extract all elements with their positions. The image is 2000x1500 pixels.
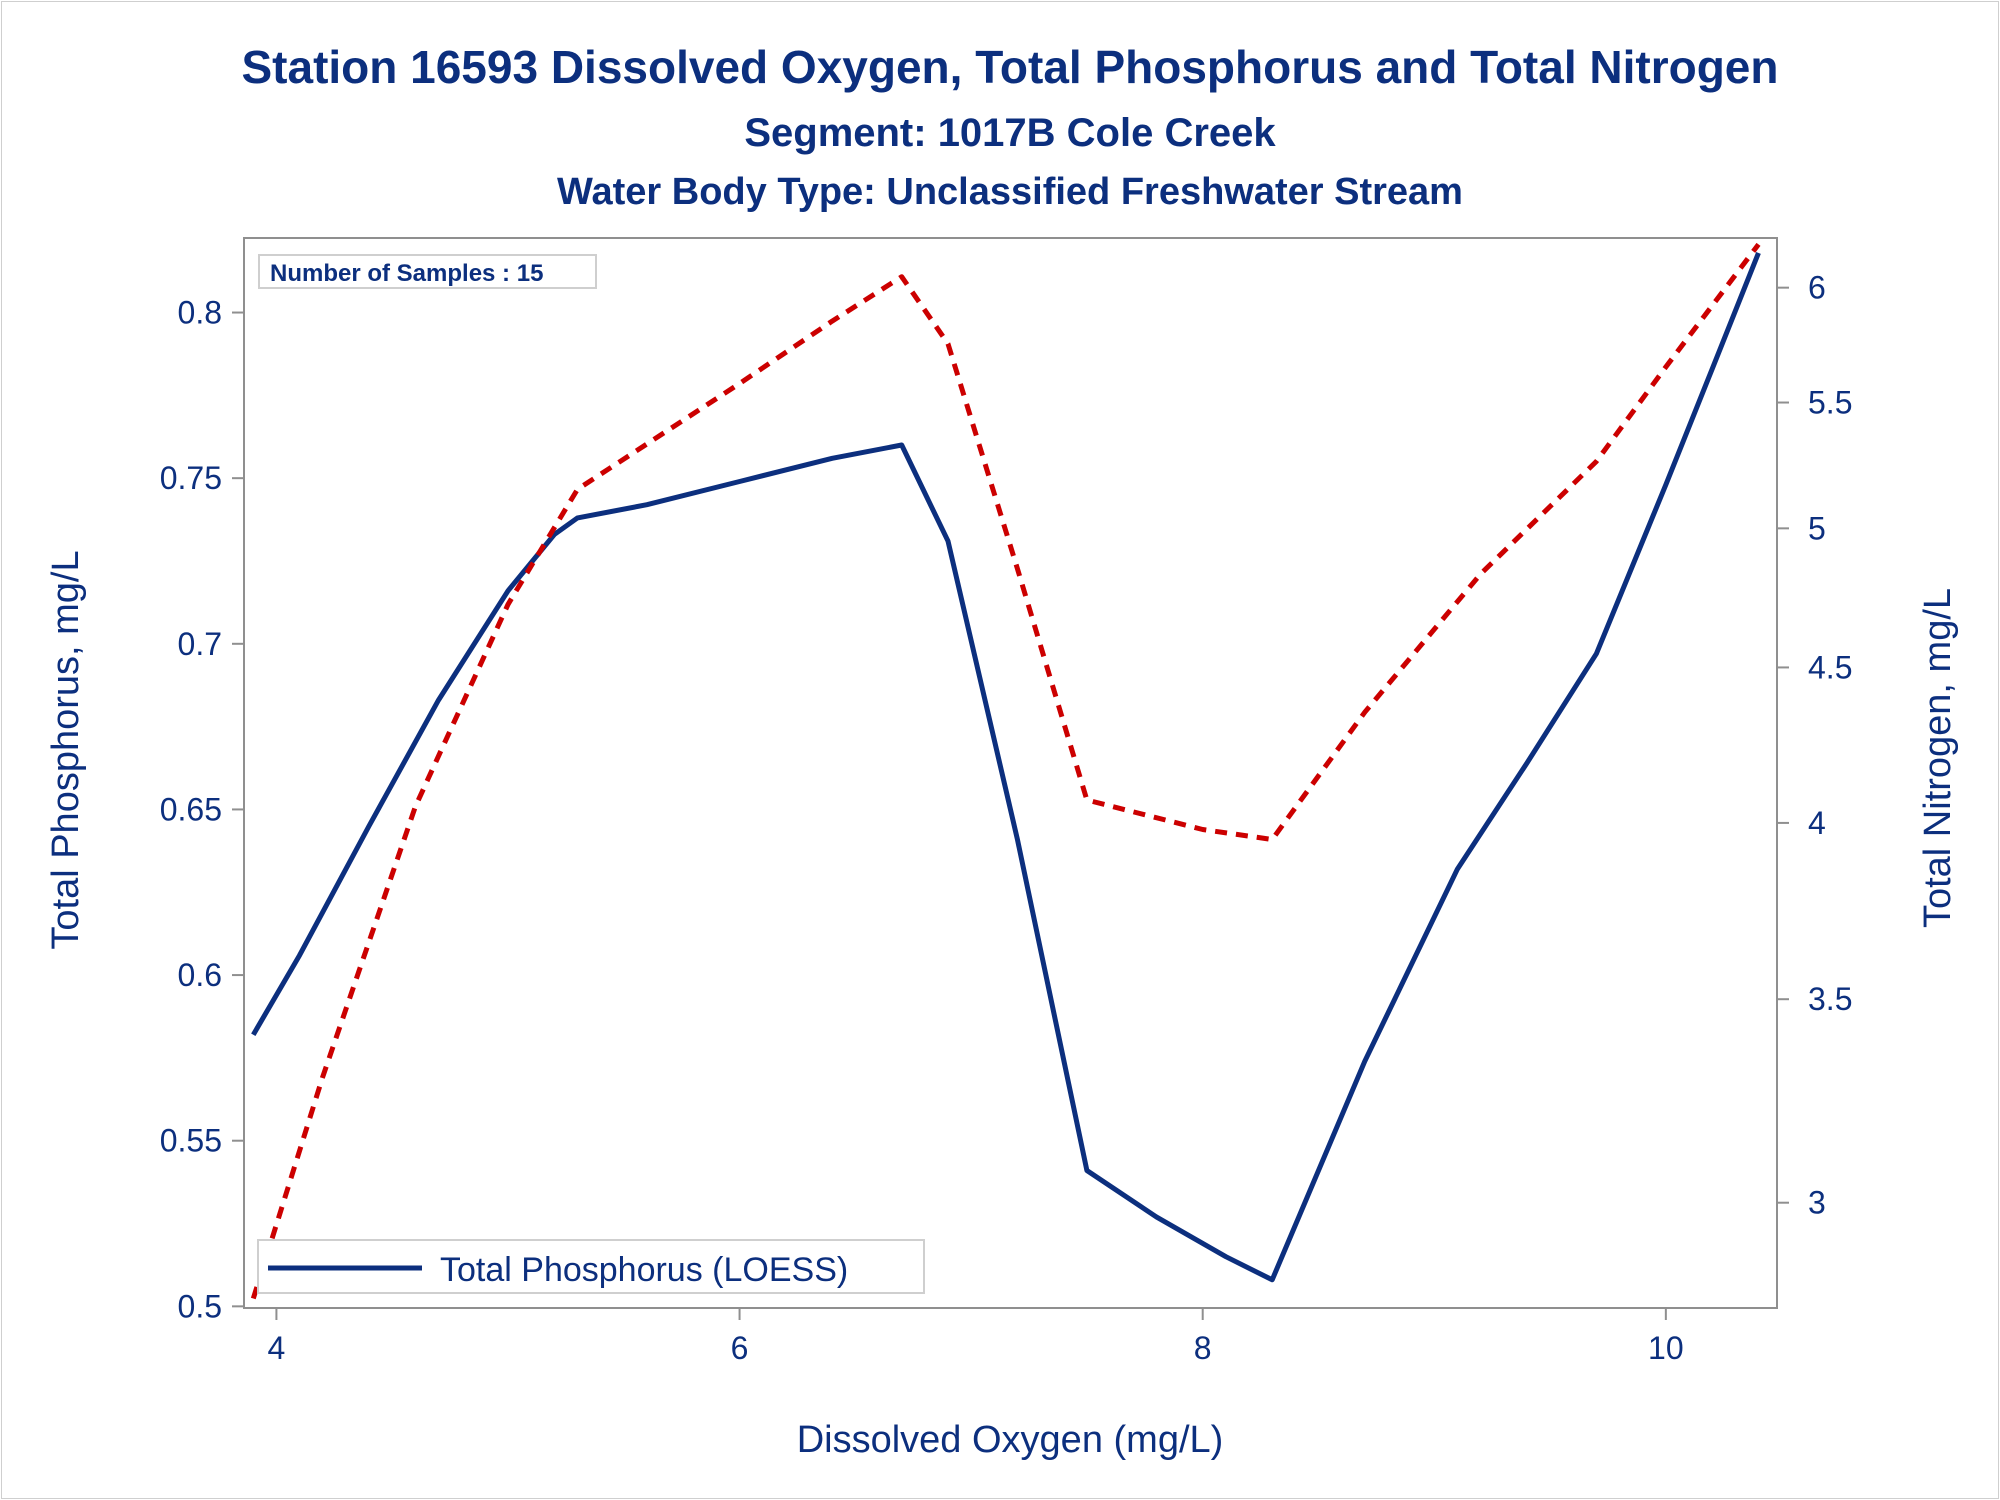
- series-line-nitrogen: [250, 242, 1761, 1300]
- y2-tick-label: 3: [1808, 1185, 1826, 1221]
- y2-tick-label: 3.5: [1808, 981, 1852, 1017]
- sample-count-inset: Number of Samples : 15: [258, 254, 597, 289]
- y-tick-label: 0.75: [160, 460, 222, 496]
- legend: Total Phosphorus (LOESS): [257, 1239, 925, 1294]
- x-tick-label: 10: [1648, 1330, 1684, 1366]
- x-tick-label: 6: [731, 1330, 749, 1366]
- y-tick-label: 0.5: [178, 1288, 222, 1324]
- series-line-phosphorus: [251, 251, 1761, 1283]
- y2-tick-label: 5: [1808, 510, 1826, 546]
- y-tick-label: 0.65: [160, 791, 222, 827]
- x-tick-label: 8: [1194, 1330, 1212, 1366]
- y2-tick-label: 4.5: [1808, 649, 1852, 685]
- sample-count-label: Number of Samples : 15: [270, 260, 543, 287]
- y2-tick-label: 6: [1808, 270, 1826, 306]
- chart-title: Station 16593 Dissolved Oxygen, Total Ph…: [241, 41, 1778, 93]
- legend-label-phosphorus: Total Phosphorus (LOESS): [440, 1251, 848, 1289]
- y-axis-label: Total Phosphorus, mg/L: [45, 550, 87, 949]
- y-tick-label: 0.55: [160, 1123, 222, 1159]
- y-tick-label: 0.6: [178, 957, 222, 993]
- y2-tick-label: 5.5: [1808, 385, 1852, 421]
- y2-axis-label: Total Nitrogen, mg/L: [1917, 588, 1959, 928]
- plot-area: [243, 237, 1778, 1309]
- y-tick-label: 0.8: [178, 295, 222, 331]
- chart-subtitle: Segment: 1017B Cole Creek: [744, 111, 1276, 155]
- x-tick-label: 4: [268, 1330, 286, 1366]
- chart-subtitle-water-body: Water Body Type: Unclassified Freshwater…: [557, 171, 1463, 213]
- y2-tick-label: 4: [1808, 805, 1826, 841]
- y-tick-label: 0.7: [178, 626, 222, 662]
- x-axis-label: Dissolved Oxygen (mg/L): [797, 1419, 1224, 1461]
